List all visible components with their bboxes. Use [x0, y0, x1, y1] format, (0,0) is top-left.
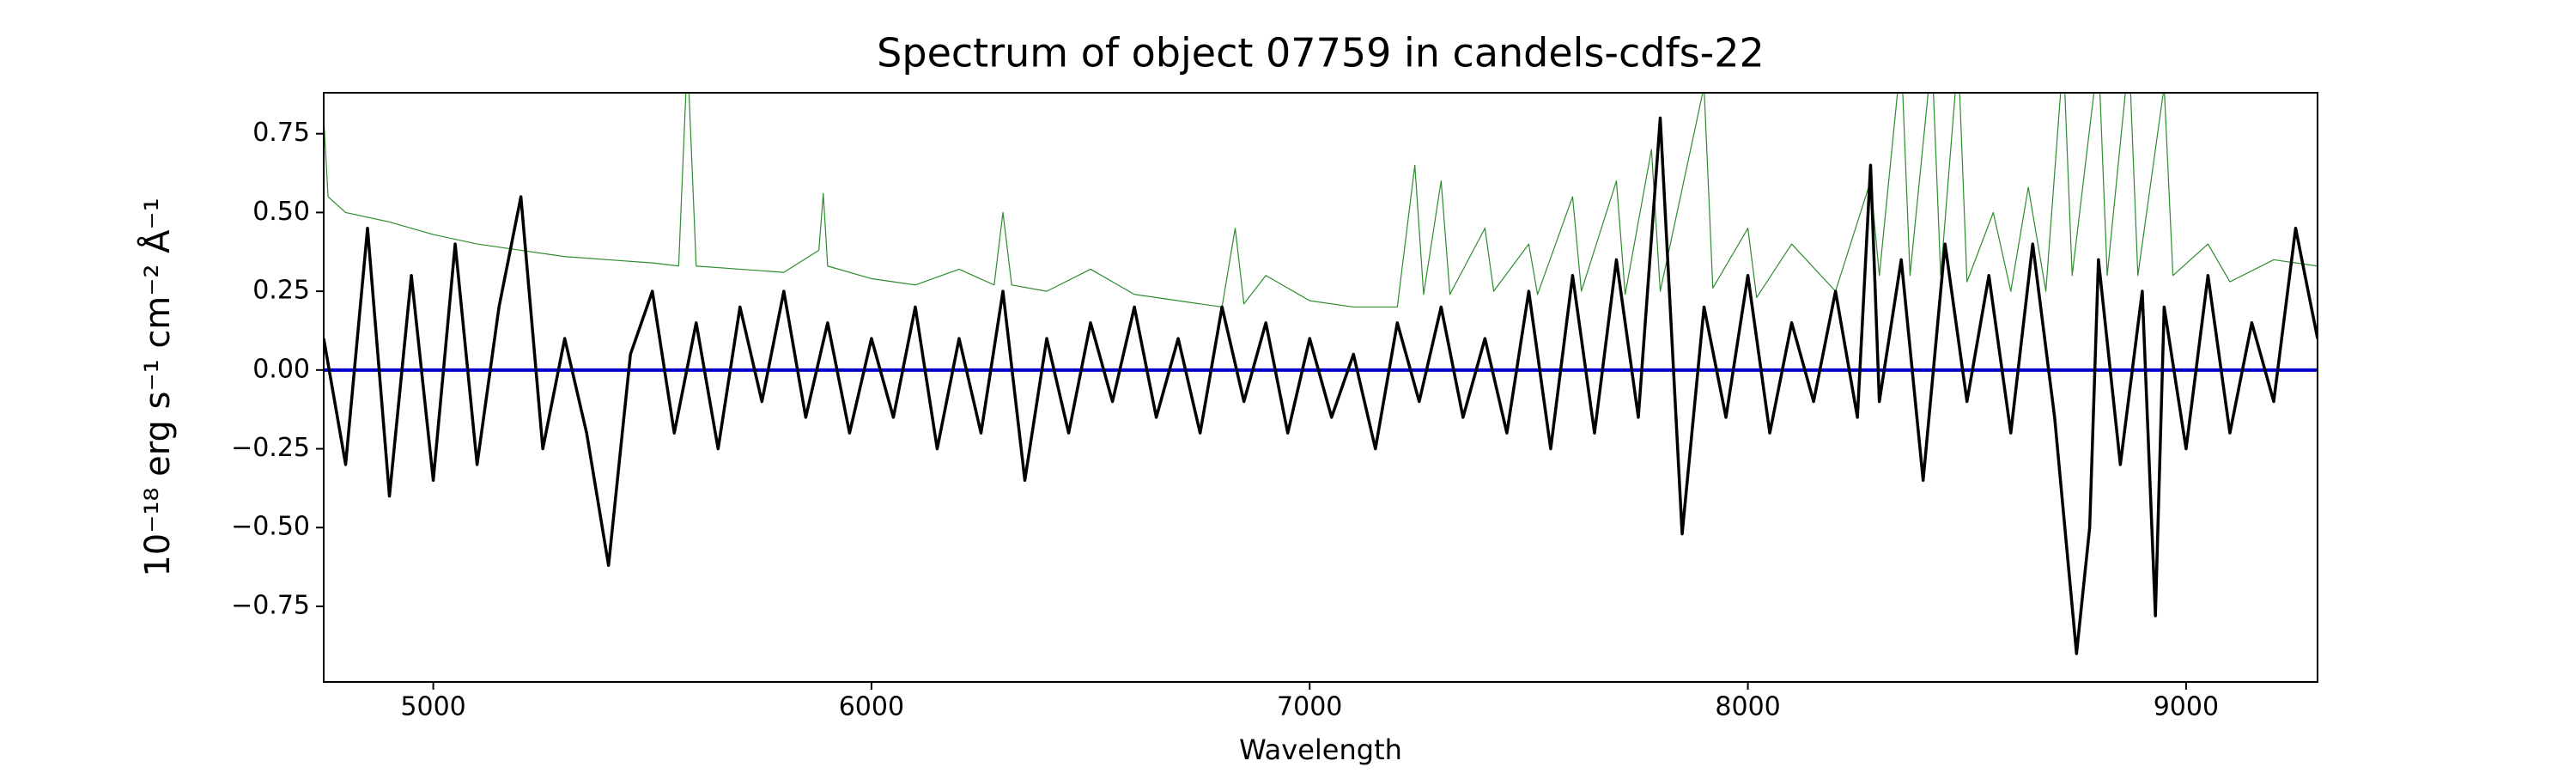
plot-area	[324, 93, 2318, 655]
y-tick-label: 0.25	[252, 276, 310, 306]
y-axis-label: 10⁻¹⁸ erg s⁻¹ cm⁻² Å⁻¹	[137, 198, 178, 576]
y-tick-label: 0.50	[252, 197, 310, 227]
x-tick-label: 9000	[2154, 692, 2219, 722]
x-tick-label: 5000	[400, 692, 465, 722]
y-tick-label: −0.25	[231, 433, 310, 463]
chart-title: Spectrum of object 07759 in candels-cdfs…	[877, 30, 1765, 76]
plot-frame	[323, 92, 2318, 683]
x-axis-label: Wavelength	[1239, 733, 1402, 766]
spectrum-line	[324, 93, 2318, 308]
x-tick-label: 7000	[1277, 692, 1342, 722]
y-tick-label: 0.75	[252, 118, 310, 148]
x-tick-label: 6000	[839, 692, 904, 722]
spectrum-line	[324, 116, 2318, 655]
x-tick-label: 8000	[1715, 692, 1780, 722]
y-tick-label: −0.50	[231, 512, 310, 542]
y-tick-label: −0.75	[231, 590, 310, 620]
y-tick-label: 0.00	[252, 354, 310, 384]
